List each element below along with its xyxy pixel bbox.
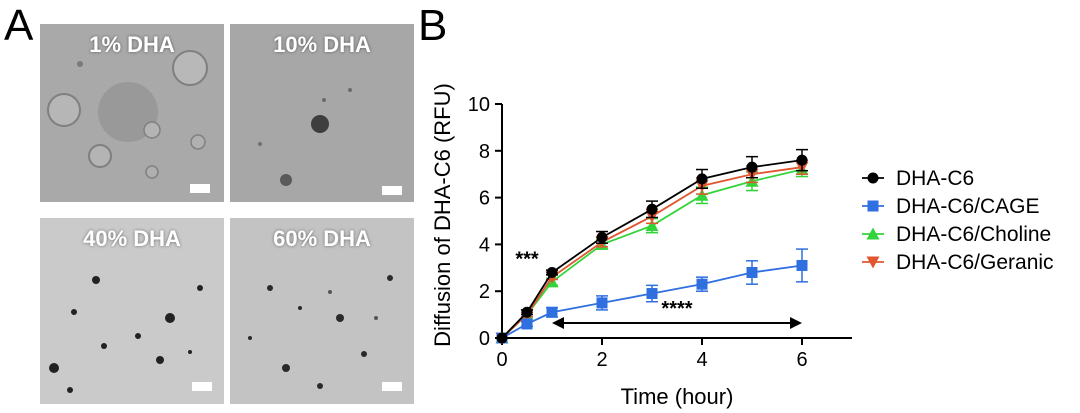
micrograph-1pct-image [40,24,224,202]
scale-bar [192,382,212,391]
legend-marker [866,256,880,269]
x-tick-label: 2 [596,349,607,371]
legend-label: DHA-C6/Choline [896,223,1051,246]
chart-series [495,148,809,345]
micrograph-10pct: 10% DHA [230,24,414,202]
scale-bar [382,382,402,391]
data-point [746,161,758,173]
significance-annotation: *** [515,248,539,270]
micrograph-40pct-label: 40% DHA [83,226,181,251]
x-tick-label: 4 [696,349,707,371]
data-point [546,306,558,318]
y-tick-label: 8 [479,141,490,163]
data-point [796,259,808,271]
legend-item: DHA-C6/Choline [862,223,1051,246]
micrograph-10pct-label: 10% DHA [273,32,371,57]
data-point [796,154,808,166]
y-tick-label: 0 [479,328,490,350]
legend-marker [867,172,879,184]
data-point [546,266,558,278]
y-axis-title: Diffusion of DHA-C6 (RFU) [430,83,455,347]
panel-b-letter: B [418,1,448,50]
data-point [596,231,608,243]
data-point [496,332,508,344]
chart-axes: 0 2 4 6 8 10 0 2 4 6 [468,94,852,371]
data-point [596,297,608,309]
series-line [501,159,803,339]
micrograph-40pct-image [40,218,224,404]
legend-marker [866,227,880,240]
scale-bar [382,186,402,195]
scale-bar [190,184,210,193]
legend-label: DHA-C6 [896,167,974,190]
y-tick-label: 2 [479,281,490,303]
series-line [501,166,803,339]
series-dha-c6-cage [496,248,808,344]
data-point [521,318,533,330]
data-point [645,219,659,232]
y-tick-label: 6 [479,188,490,210]
legend-marker [867,200,879,212]
micrograph-60pct-label: 60% DHA [273,226,371,251]
legend-item: DHA-C6 [862,167,974,190]
significance-annotation: **** [661,298,692,320]
y-tick-label: 4 [479,234,490,256]
legend-label: DHA-C6/Geranic [896,251,1054,274]
series-dha-c6 [496,148,808,344]
micrograph-1pct: 1% DHA [40,24,224,202]
micrograph-1pct-label: 1% DHA [89,32,175,57]
micrograph-10pct-image [230,24,414,202]
data-point [646,203,658,215]
micrograph-60pct: 60% DHA [230,218,414,404]
data-point [521,306,533,318]
arrow-right-icon [790,316,802,329]
x-tick-label: 6 [796,349,807,371]
data-point [746,266,758,278]
micrograph-40pct: 40% DHA [40,218,224,404]
legend-item: DHA-C6/CAGE [862,195,1040,218]
data-point [696,278,708,290]
micrograph-60pct-image [230,218,414,404]
y-tick-label: 10 [468,94,490,116]
panel-a-letter: A [4,1,34,50]
legend-item: DHA-C6/Geranic [862,251,1054,274]
data-point [696,173,708,185]
chart-legend: DHA-C6 DHA-C6/CAGE DHA-C6/Choline DHA-C6/Ge… [862,167,1054,274]
data-point [646,288,658,300]
chart-annotations: ******* [515,248,802,329]
x-tick-label: 0 [496,349,507,371]
x-axis-title: Time (hour) [621,384,734,409]
arrow-left-icon [552,316,564,329]
legend-label: DHA-C6/CAGE [896,195,1040,218]
